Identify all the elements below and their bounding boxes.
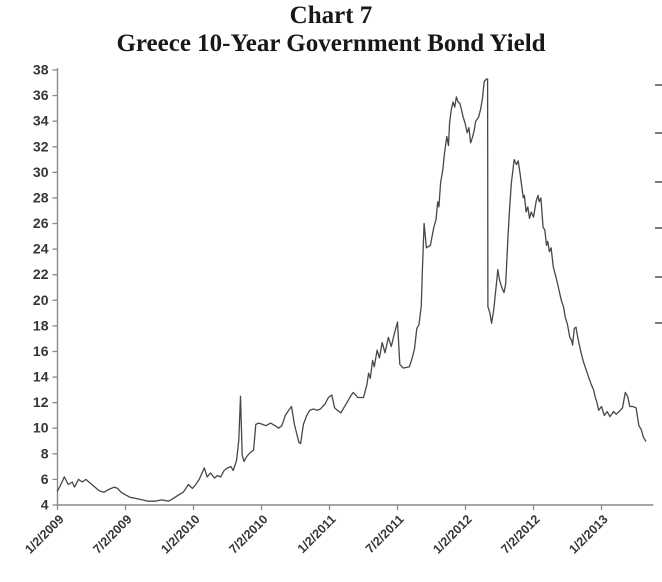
x-tick-label: 7/2/2011	[363, 512, 407, 556]
y-tick-label: 14	[33, 369, 49, 385]
y-tick-label: 38	[33, 62, 49, 78]
y-tick-label: 12	[33, 394, 49, 410]
y-tick-label: 22	[33, 266, 49, 282]
y-tick-label: 24	[33, 241, 49, 257]
x-tick-label: 7/2/2010	[226, 512, 270, 556]
y-tick-label: 28	[33, 189, 49, 205]
x-tick-label: 1/2/2012	[430, 512, 474, 556]
y-tick-label: 36	[33, 87, 49, 103]
y-tick-label: 18	[33, 317, 49, 333]
yield-line-series	[56, 78, 647, 502]
chart-title: Chart 7	[289, 2, 373, 29]
x-tick-label: 1/2/2009	[22, 512, 66, 556]
y-tick-label: 30	[33, 164, 49, 180]
x-tick-label: 7/2/2009	[90, 512, 134, 556]
y-tick-label: 4	[41, 497, 49, 513]
y-tick-label: 32	[33, 138, 49, 154]
y-tick-label: 16	[33, 343, 49, 359]
y-tick-label: 26	[33, 215, 49, 231]
y-tick-label: 6	[41, 471, 49, 487]
x-tick-label: 1/2/2011	[295, 512, 339, 556]
y-tick-label: 20	[33, 292, 49, 308]
y-tick-label: 34	[33, 113, 49, 129]
x-tick-label: 7/2/2012	[498, 512, 542, 556]
x-tick-label: 1/2/2010	[158, 512, 202, 556]
chart-subtitle: Greece 10-Year Government Bond Yield	[116, 30, 546, 57]
x-tick-label: 1/2/2013	[566, 512, 610, 556]
y-tick-label: 10	[33, 420, 49, 436]
y-tick-label: 8	[41, 445, 49, 461]
